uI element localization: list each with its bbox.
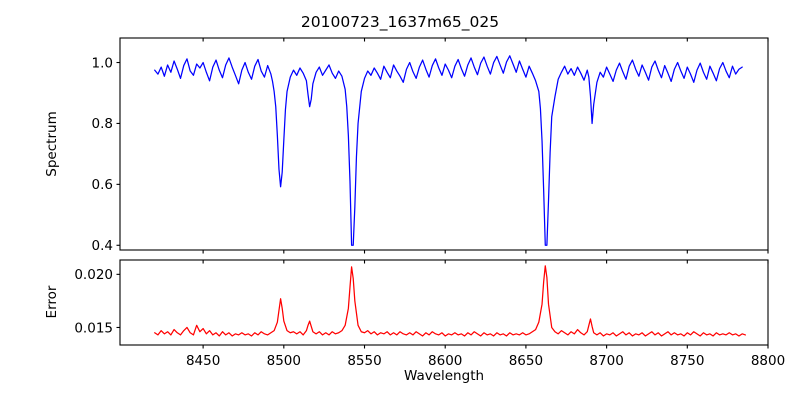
svg-text:0.020: 0.020 — [74, 267, 113, 283]
x-axis-label: Wavelength — [404, 368, 484, 384]
spectrum-tick-labels: 0.4 0.6 0.8 1.0 — [92, 55, 113, 254]
error-tick-marks — [116, 260, 769, 349]
svg-text:8800: 8800 — [751, 353, 785, 369]
svg-text:0.8: 0.8 — [92, 116, 113, 132]
error-axes-frame — [119, 259, 769, 346]
error-tick-labels: 8450 8500 8550 8600 8650 8700 8750 8800 0.015 0.0… — [74, 267, 785, 369]
svg-text:8450: 8450 — [186, 353, 220, 369]
spectrum-tick-marks — [116, 38, 769, 254]
spectrum-y-axis-label: Spectrum — [44, 111, 60, 176]
svg-text:8650: 8650 — [509, 353, 543, 369]
svg-text:8500: 8500 — [267, 353, 301, 369]
error-data-line — [154, 265, 747, 337]
svg-text:8600: 8600 — [428, 353, 462, 369]
spectrum-axes-frame — [119, 37, 769, 251]
spectrum-panel: 0.4 0.6 0.8 1.0 Spectrum — [44, 37, 769, 254]
spectrum-data-line — [154, 55, 743, 246]
svg-text:8550: 8550 — [347, 353, 381, 369]
svg-text:0.015: 0.015 — [74, 320, 113, 336]
error-panel: 8450 8500 8550 8600 8650 8700 8750 8800 0.015 0.0… — [44, 259, 785, 384]
svg-text:8700: 8700 — [589, 353, 623, 369]
svg-text:1.0: 1.0 — [92, 55, 113, 71]
error-y-axis-label: Error — [44, 285, 60, 318]
svg-text:8750: 8750 — [670, 353, 704, 369]
page-title: 20100723_1637m65_025 — [301, 13, 499, 32]
svg-text:0.4: 0.4 — [92, 238, 113, 254]
svg-text:0.6: 0.6 — [92, 177, 113, 193]
